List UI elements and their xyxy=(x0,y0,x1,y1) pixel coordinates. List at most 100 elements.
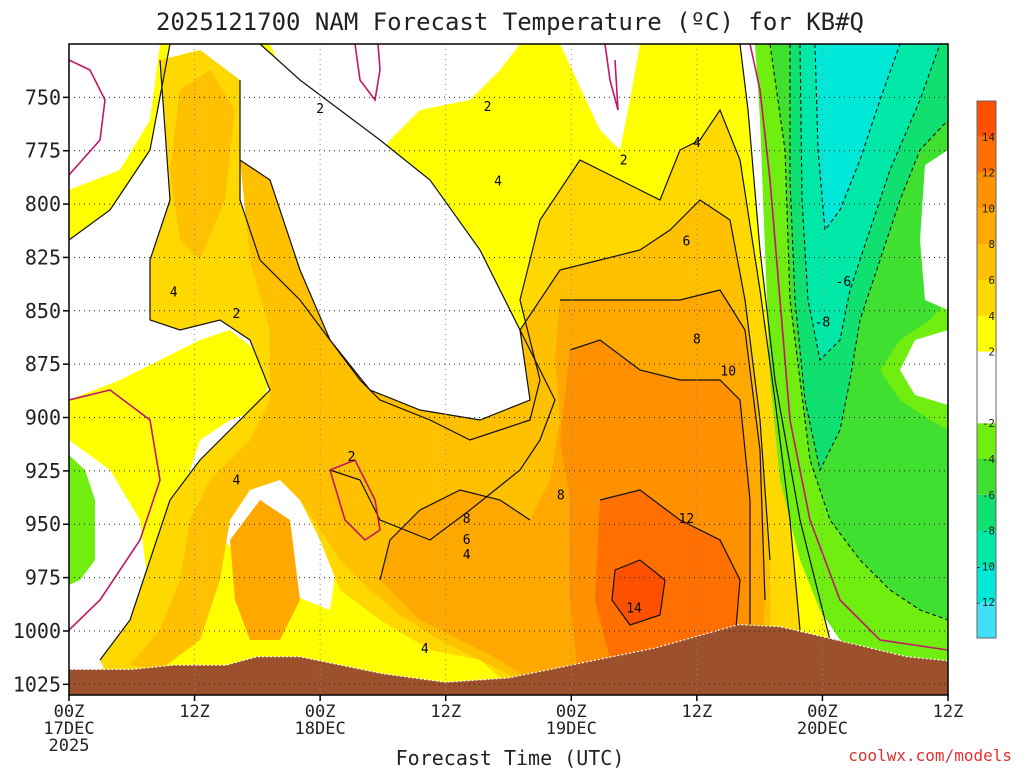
terrain-surface xyxy=(69,623,948,695)
colorbar-swatch xyxy=(977,459,996,495)
contour-label: 2 xyxy=(348,450,356,465)
band-green-lower-left xyxy=(69,455,95,585)
colorbar-tick-label: 4 xyxy=(988,310,995,323)
colorbar-tick-label: -12 xyxy=(975,596,995,609)
y-tick-label: 825 xyxy=(25,245,61,269)
colorbar: 14 12 10 8 6 4 2 -2 -4 -6 -8 -10 -12 xyxy=(975,100,997,639)
freezing-line-upper-right xyxy=(604,44,948,651)
colorbar-swatch xyxy=(977,208,996,245)
colorbar-swatch xyxy=(977,280,996,316)
band-white-upper-middle xyxy=(270,44,520,170)
colorbar-swatch xyxy=(977,172,996,209)
x-tick-label: 12Z xyxy=(933,702,964,722)
colorbar-swatch xyxy=(977,351,996,424)
contour-12 xyxy=(599,489,741,641)
negative-contour-lines xyxy=(769,44,948,621)
contour-label: -6 xyxy=(836,275,852,290)
y-axis: 750 775 800 825 850 875 900 925 950 975 1000 1025 xyxy=(13,85,69,696)
contour-lines xyxy=(69,44,831,661)
colorbar-tick-label: -4 xyxy=(982,453,996,466)
colorbar-frame xyxy=(976,100,997,639)
contour-label: 10 xyxy=(720,365,736,380)
x-tick-label: 17DEC xyxy=(43,719,94,739)
plot-frame xyxy=(68,43,949,696)
contour-label: 2 xyxy=(233,307,241,322)
colorbar-tick-label: -6 xyxy=(982,489,995,502)
y-tick-label: 1000 xyxy=(13,619,61,643)
colorbar-tick-label: -8 xyxy=(982,525,995,538)
x-tick-label: 00Z xyxy=(305,702,336,722)
chart-title: 2025121700 NAM Forecast Temperature (ºC)… xyxy=(156,8,864,36)
contour-label: 2 xyxy=(484,100,492,115)
y-tick-label: 1025 xyxy=(13,672,61,696)
x-tick-label: 12Z xyxy=(430,702,461,722)
contour-label: 4 xyxy=(421,642,429,657)
colorbar-tick-label: 2 xyxy=(988,346,995,359)
contour-label: 8 xyxy=(557,488,565,503)
colorbar-tick-label: 12 xyxy=(982,167,995,180)
x-tick-label: 00Z xyxy=(54,702,85,722)
contour-minus4 xyxy=(769,44,948,621)
colorbar-tick-label: 6 xyxy=(988,274,995,287)
colorbar-swatch xyxy=(977,315,996,352)
gridlines xyxy=(69,44,948,695)
colorbar-swatch xyxy=(977,602,996,638)
freezing-line-middle xyxy=(329,458,381,542)
contour-label: 4 xyxy=(233,473,241,488)
x-tick-label: 12Z xyxy=(179,702,210,722)
colorbar-tick-label: 10 xyxy=(982,202,995,215)
colorbar-swatch xyxy=(977,244,996,280)
x-tick-label: 00Z xyxy=(807,702,838,722)
y-tick-label: 975 xyxy=(25,566,61,590)
y-tick-label: 900 xyxy=(25,406,61,430)
band-white-upper-left xyxy=(69,44,160,190)
watermark: coolwx.com/models xyxy=(848,746,1012,765)
band-14-16 xyxy=(612,560,665,625)
contour-minus8 xyxy=(799,44,941,362)
x-tick-label: 00Z xyxy=(556,702,587,722)
y-tick-label: 950 xyxy=(25,512,61,536)
contour-label: 2 xyxy=(316,102,324,117)
contour-label: 14 xyxy=(626,601,642,616)
contour-label: 6 xyxy=(682,234,690,249)
contour-8 xyxy=(379,289,766,601)
y-tick-label: 875 xyxy=(25,352,61,376)
colorbar-swatch xyxy=(977,530,996,567)
contour-minus10 xyxy=(814,44,901,232)
contour-label: 8 xyxy=(693,333,701,348)
band-minus10-minus12 xyxy=(815,44,900,230)
contour-14 xyxy=(611,559,666,626)
colorbar-tick-label: 14 xyxy=(982,131,996,144)
colorbar-swatch xyxy=(977,101,996,137)
x-tick-label: 19DEC xyxy=(546,719,597,739)
colorbar-swatch xyxy=(977,423,996,459)
freezing-lines xyxy=(69,44,948,651)
contour-label: -8 xyxy=(815,315,831,330)
colorbar-swatch xyxy=(977,494,996,531)
colorbar-tick-label: -2 xyxy=(982,417,995,430)
contour-label: 8 xyxy=(463,512,471,527)
freezing-line-upper-middle xyxy=(354,44,381,102)
contour-label: 4 xyxy=(693,136,701,151)
freezing-line-upper-left xyxy=(69,59,106,176)
y-tick-label: 925 xyxy=(25,459,61,483)
y-tick-label: 775 xyxy=(25,139,61,163)
y-tick-label: 750 xyxy=(25,85,61,109)
x-tick-label: 12Z xyxy=(681,702,712,722)
colorbar-swatch xyxy=(977,136,996,173)
colorbar-tick-label: -10 xyxy=(975,560,995,573)
colorbar-swatch xyxy=(977,566,996,603)
x-tick-label: 18DEC xyxy=(295,719,346,739)
contour-6 xyxy=(239,159,771,561)
contour-label: 6 xyxy=(463,533,471,548)
y-tick-label: 850 xyxy=(25,299,61,323)
contour-label: 12 xyxy=(679,512,695,527)
x-axis-label: Forecast Time (UTC) xyxy=(396,746,625,768)
contour-label: 2 xyxy=(620,153,628,168)
contour-10 xyxy=(569,339,751,640)
x-tick-label: 20DEC xyxy=(797,719,848,739)
